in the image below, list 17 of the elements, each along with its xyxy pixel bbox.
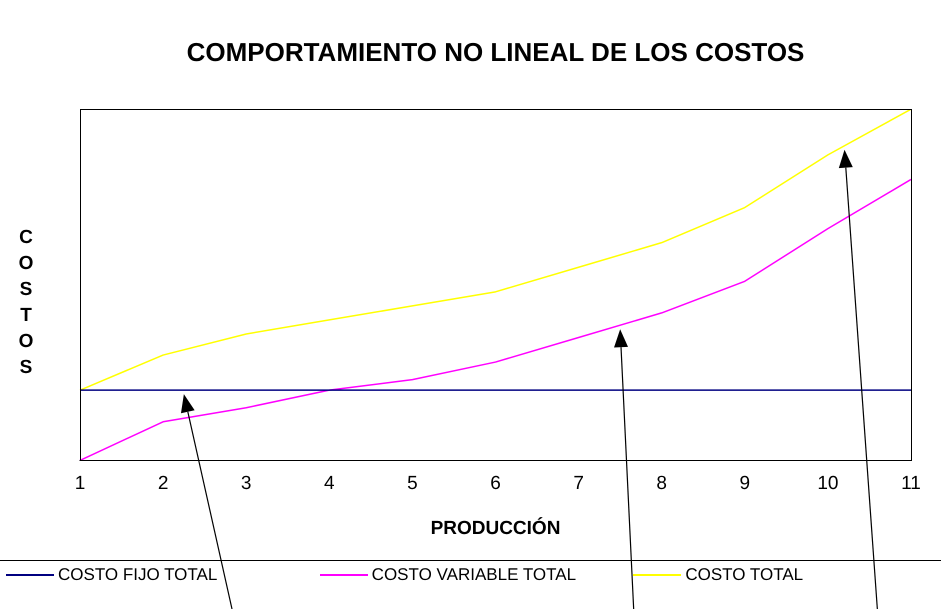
x-tick-label: 5	[407, 473, 418, 494]
legend-label: COSTO VARIABLE TOTAL	[372, 565, 576, 585]
x-tick-label: 9	[740, 473, 750, 494]
y-axis-title: COSTOS	[18, 226, 34, 380]
legend-label: COSTO TOTAL	[685, 565, 804, 585]
x-tick-label: 2	[158, 473, 168, 494]
x-axis-title: PRODUCCIÓN	[430, 516, 560, 539]
x-tick-label: 11	[901, 473, 921, 494]
legend-label: COSTO FIJO TOTAL	[58, 565, 218, 585]
x-tick-label: 7	[573, 473, 584, 494]
x-tick-label: 8	[656, 473, 667, 494]
x-tick-label: 10	[817, 473, 838, 494]
x-tick-label: 6	[490, 473, 501, 494]
x-tick-label: 1	[74, 473, 86, 494]
x-tick-label: 4	[324, 473, 336, 494]
x-tick-label: 3	[240, 473, 252, 494]
chart-title: COMPORTAMIENTO NO LINEAL DE LOS COSTOS	[186, 36, 804, 67]
